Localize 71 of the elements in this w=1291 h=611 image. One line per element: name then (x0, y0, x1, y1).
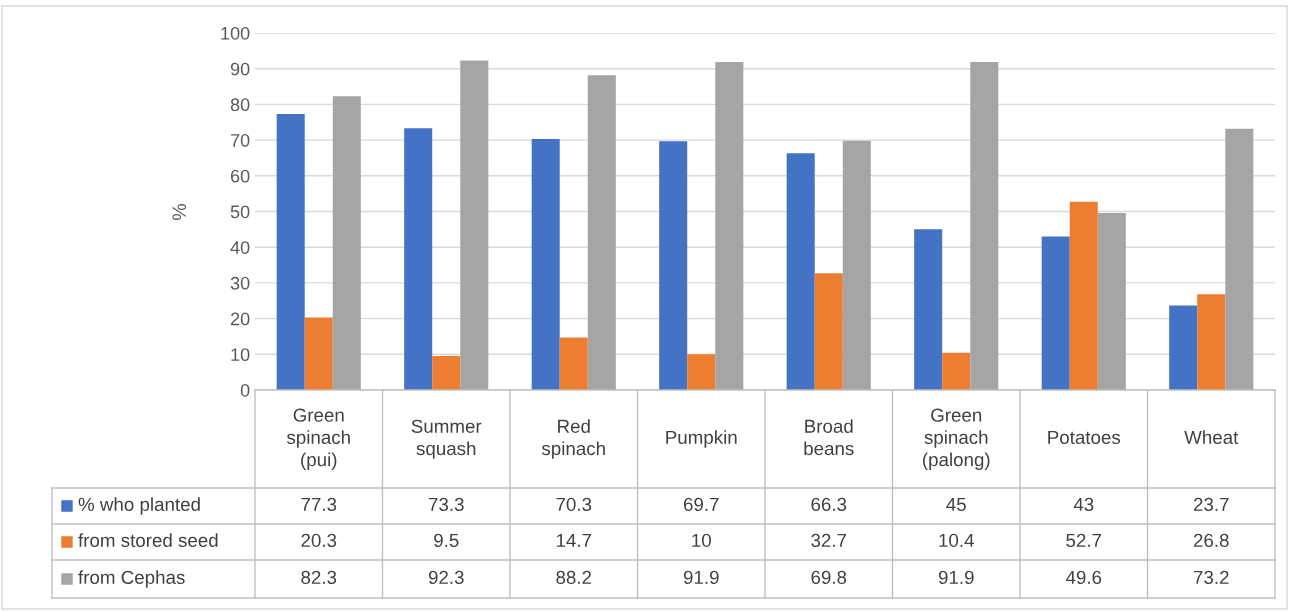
bar (687, 354, 716, 390)
data-label: 26.8 (1193, 533, 1229, 548)
data-label: 23.7 (1193, 497, 1229, 512)
x-tick-label: Broad beans (804, 419, 854, 456)
data-label: 49.6 (1065, 570, 1102, 585)
y-tick-label: 40 (230, 241, 250, 254)
data-label: 66.3 (811, 497, 847, 512)
bar (304, 317, 333, 390)
data-label: 20.3 (301, 533, 337, 548)
data-label: 88.2 (556, 570, 592, 585)
data-label: 73.2 (1193, 570, 1229, 585)
bar (559, 337, 588, 390)
data-label: 91.9 (683, 570, 719, 585)
x-tick-label: Green spinach (palong) (923, 408, 990, 470)
bar (1097, 212, 1126, 390)
bar (432, 356, 461, 390)
data-label: 43 (1073, 497, 1094, 512)
bar (914, 229, 943, 390)
bar (332, 96, 361, 390)
y-tick-label: 30 (230, 276, 250, 290)
bar (1169, 305, 1198, 390)
bar (531, 139, 560, 390)
bar (404, 128, 433, 390)
data-label: 69.8 (811, 570, 847, 585)
bar (659, 141, 688, 390)
y-tick-label: 70 (230, 134, 250, 147)
data-label: 70.3 (556, 497, 592, 512)
legend-label: from Cephas (78, 570, 185, 588)
x-tick-label: Potatoes (1048, 430, 1121, 445)
x-tick-label: Pumpkin (666, 430, 737, 448)
bar (970, 61, 999, 390)
data-label: 10 (692, 533, 711, 548)
data-label: 9.5 (434, 533, 459, 548)
bar (587, 75, 616, 390)
y-tick-label: 0 (240, 383, 250, 397)
x-tick-label: Red spinach (541, 419, 605, 459)
bar (1069, 201, 1098, 390)
data-label: 14.7 (556, 533, 592, 547)
y-tick-label: 90 (230, 62, 250, 76)
y-tick-label: 10 (231, 348, 250, 362)
legend-label: from stored seed (78, 533, 218, 548)
y-tick-label: 50 (230, 205, 250, 219)
data-label: 92.3 (428, 570, 464, 585)
data-label: 52.7 (1066, 533, 1102, 548)
bar (715, 61, 744, 390)
data-label: 32.7 (811, 533, 847, 548)
bar (1197, 294, 1226, 390)
bar (814, 273, 843, 390)
bar (460, 60, 489, 390)
data-label: 73.3 (428, 497, 464, 512)
y-tick-label: 60 (230, 169, 250, 183)
bar (1041, 236, 1070, 390)
y-axis-title: % (172, 204, 187, 220)
data-label: 82.3 (301, 570, 337, 585)
y-tick-label: 80 (230, 98, 250, 112)
data-label: 10.4 (939, 533, 974, 548)
data-label: 69.7 (683, 497, 719, 512)
y-tick-label: 20 (230, 312, 250, 326)
data-label: 77.3 (301, 497, 337, 512)
bar (942, 352, 971, 390)
legend-label: % who planted (78, 497, 200, 515)
data-label: 45 (946, 497, 966, 512)
bar (1225, 128, 1254, 390)
y-tick-label: 100 (221, 26, 250, 40)
x-tick-label: Summer squash (411, 419, 482, 459)
bar (786, 153, 815, 390)
x-tick-label: Wheat (1184, 430, 1239, 445)
data-label: 91.9 (938, 570, 974, 585)
bar (276, 114, 305, 390)
bar (842, 140, 871, 390)
x-tick-label: Green spinach (pui) (286, 408, 350, 470)
